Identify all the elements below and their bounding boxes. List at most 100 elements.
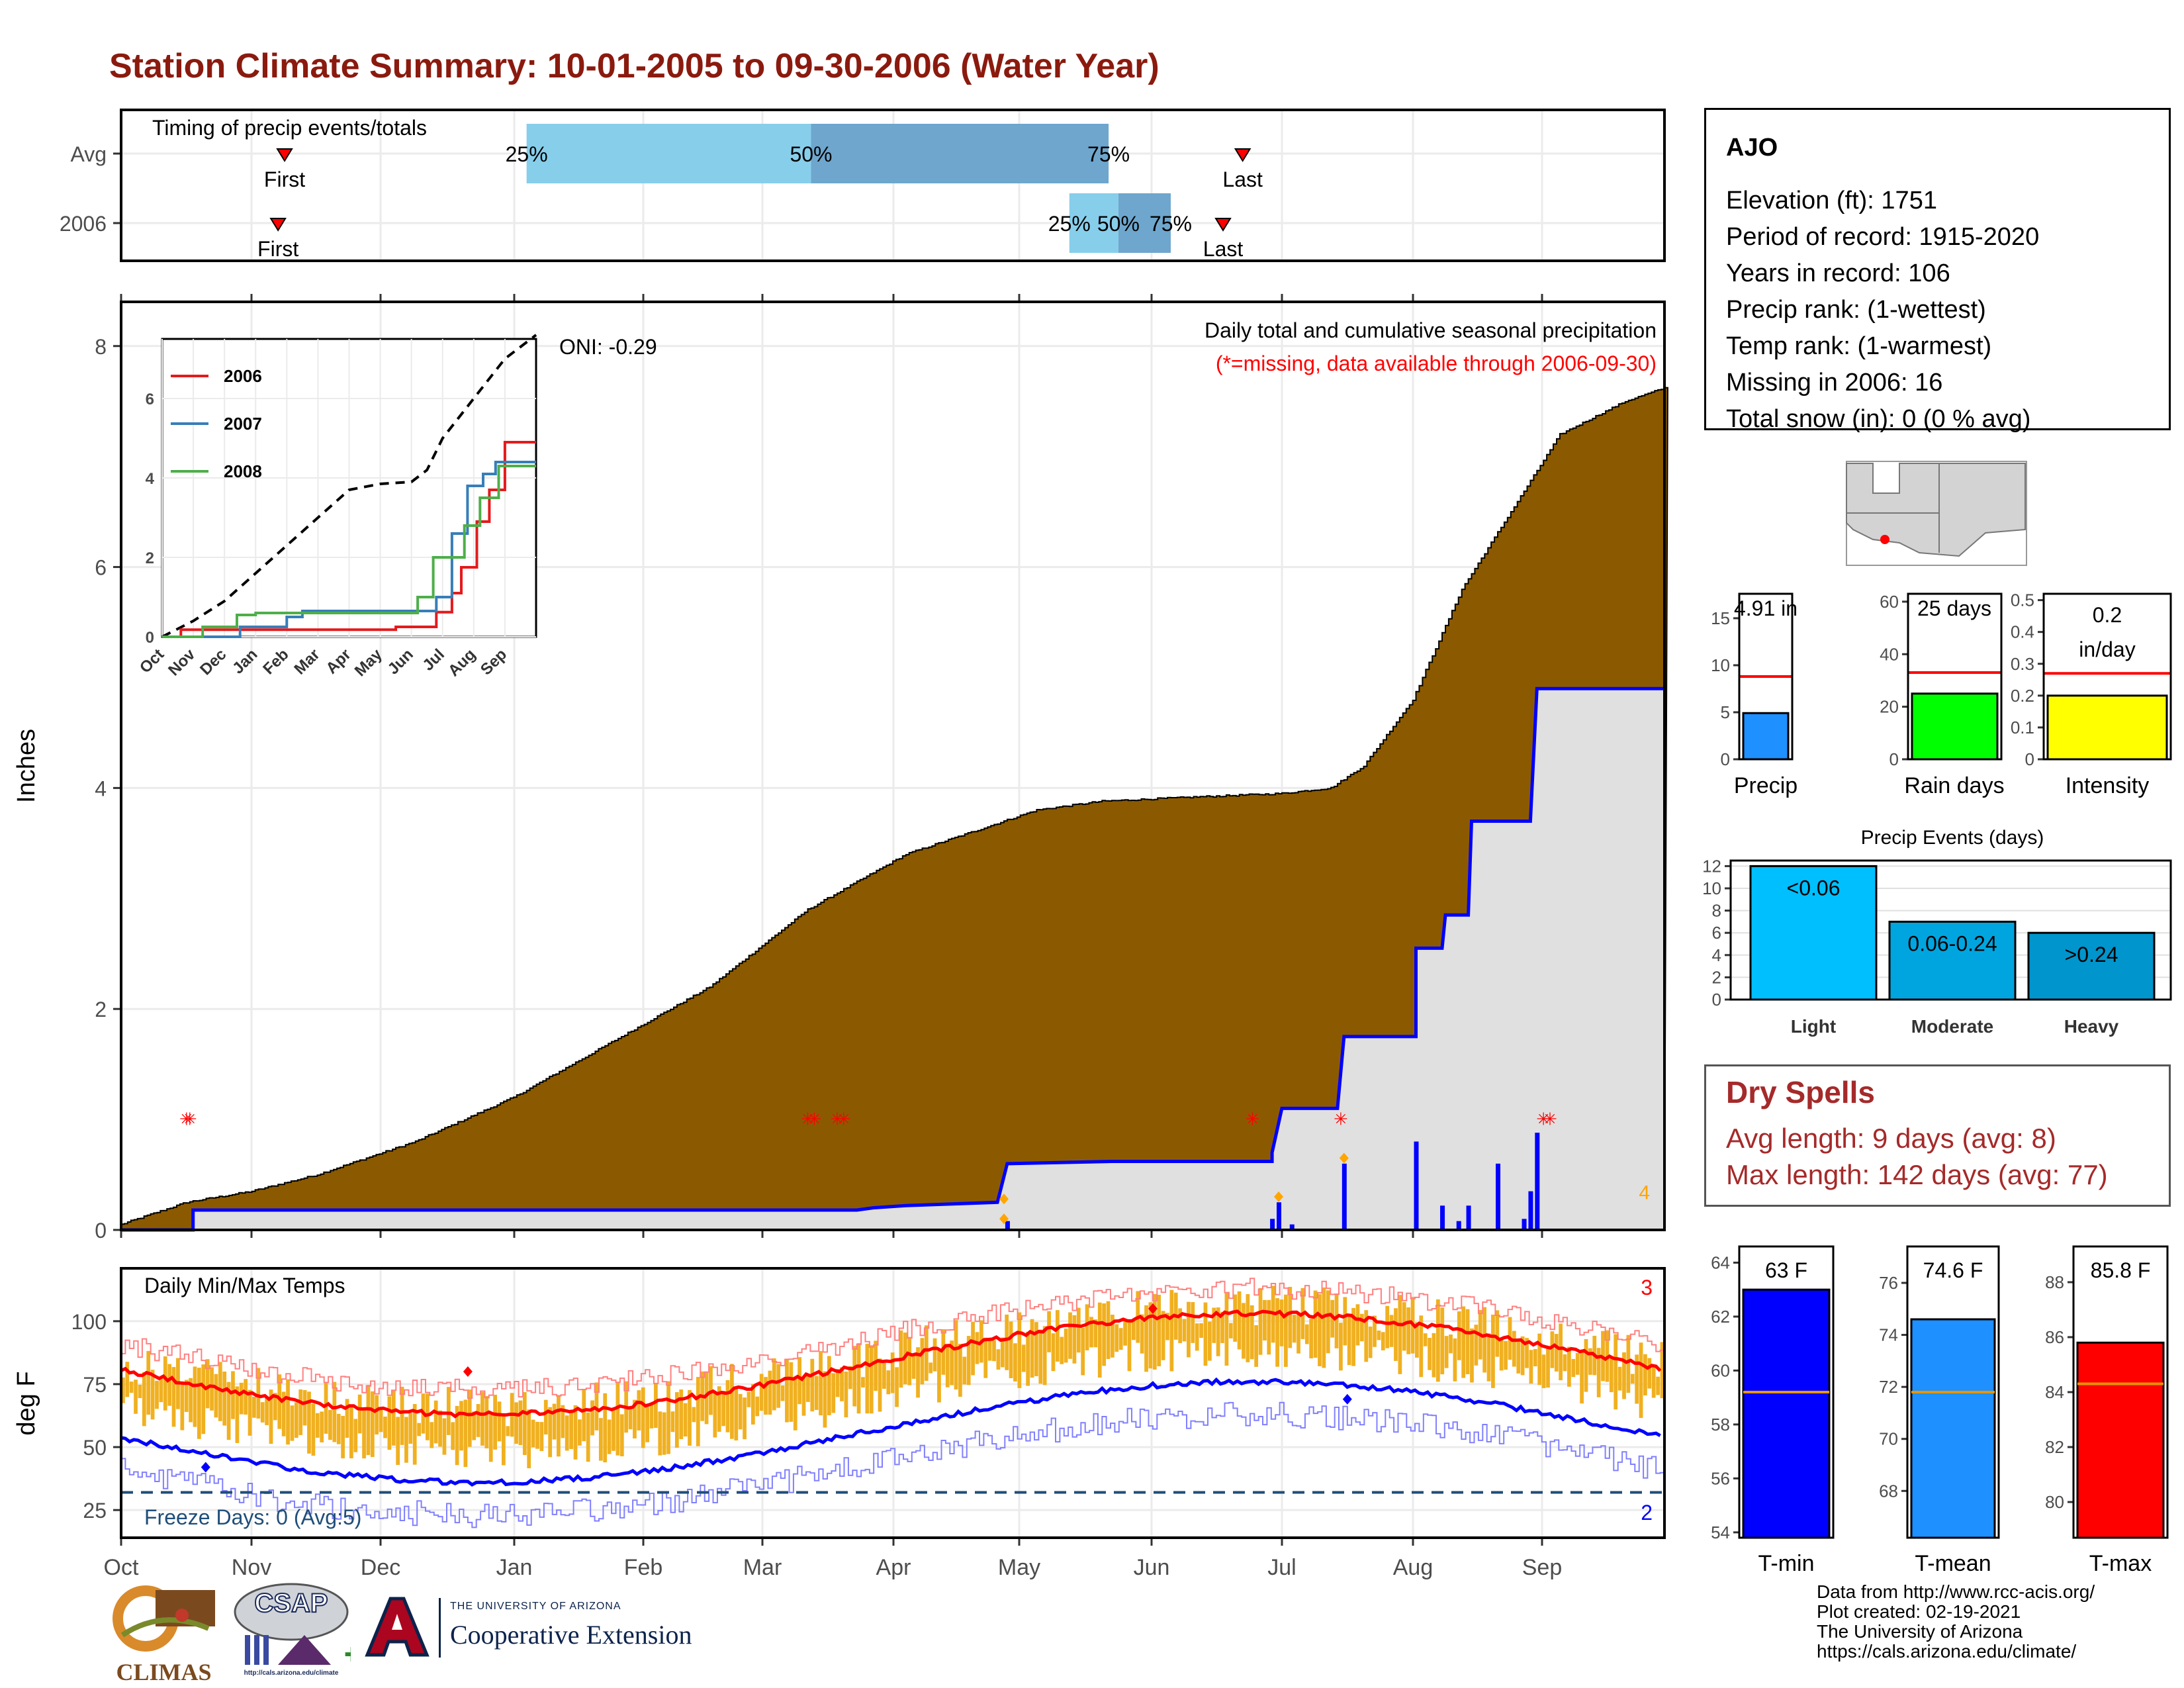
daily-temp-bar	[835, 1369, 840, 1397]
daily-temp-bar	[738, 1393, 743, 1430]
missing-day-marker: ✳	[837, 1109, 851, 1129]
daily-temp-bar	[1047, 1311, 1051, 1352]
daily-temp-bar	[983, 1337, 988, 1378]
daily-temp-bar	[645, 1407, 649, 1442]
daily-temp-bar	[865, 1344, 870, 1414]
daily-temp-bar	[1617, 1366, 1622, 1391]
daily-temp-bar	[1055, 1310, 1060, 1362]
daily-temp-bar	[755, 1396, 760, 1417]
daily-temp-bar	[1537, 1333, 1542, 1385]
daily-temp-bar	[878, 1358, 882, 1412]
daily-precip-bar	[1005, 1221, 1010, 1230]
daily-temp-bar	[1351, 1307, 1355, 1366]
daily-temp-bar	[1021, 1344, 1026, 1372]
timing-last-marker	[1214, 218, 1232, 232]
daily-temp-bar	[1563, 1354, 1567, 1372]
daily-temp-bar	[1639, 1342, 1643, 1419]
daily-temp-bar	[248, 1389, 252, 1436]
daily-temp-bar	[531, 1419, 535, 1448]
daily-temp-bar	[1504, 1340, 1508, 1370]
daily-temp-bar	[387, 1396, 392, 1450]
month-axis-label: Jan	[496, 1555, 533, 1580]
daily-temp-bar	[1651, 1367, 1656, 1398]
daily-temp-bar	[1178, 1308, 1183, 1343]
daily-temp-bar	[1089, 1317, 1093, 1348]
daily-temp-bar	[1499, 1339, 1504, 1371]
precip-panel-title: Daily total and cumulative seasonal prec…	[1205, 318, 1657, 342]
month-axis-label: Jul	[1267, 1555, 1296, 1580]
daily-temp-bar	[907, 1336, 912, 1385]
daily-temp-bar	[514, 1402, 518, 1444]
daily-temp-bar	[1161, 1311, 1165, 1360]
daily-temp-bar	[1081, 1327, 1085, 1376]
dry-spells-max: Max length: 142 days (avg: 77)	[1726, 1159, 2108, 1190]
daily-temp-bar	[628, 1407, 633, 1430]
ua-small-text: THE UNIVERSITY OF ARIZONA	[450, 1601, 621, 1612]
footer-plot-created: Plot created: 02-19-2021	[1817, 1601, 2021, 1622]
daily-temp-bar	[307, 1391, 311, 1454]
small-panel-value-unit: in/day	[2079, 637, 2135, 661]
temp-summary-ytick-label: 80	[2045, 1492, 2064, 1512]
missing-day-marker: ✳	[1536, 1109, 1551, 1129]
timing-panel-label: Timing of precip events/totals	[152, 116, 427, 140]
daily-temp-bar	[962, 1356, 967, 1385]
precip-ytick-label: 4	[95, 776, 107, 800]
daily-temp-bar	[1233, 1294, 1238, 1342]
small-panel-value-label: 4.91 in	[1734, 596, 1797, 620]
daily-temp-bar	[1013, 1343, 1017, 1382]
daily-temp-bar	[1432, 1333, 1436, 1378]
inset-series-line-2006	[162, 441, 536, 638]
daily-temp-bar	[442, 1418, 447, 1455]
daily-temp-bar	[134, 1380, 138, 1414]
daily-temp-bar	[1643, 1354, 1647, 1396]
daily-temp-bar	[1495, 1310, 1500, 1357]
csap-wordmark: CSAP	[253, 1588, 328, 1618]
daily-temp-bar	[1111, 1315, 1115, 1358]
events-bar-moderate	[1888, 920, 2017, 1001]
daily-temp-bar	[1381, 1332, 1385, 1350]
footer-url: https://cals.arizona.edu/climate/	[1817, 1641, 2077, 1662]
footer-credits: Data from http://www.rcc-acis.org/ Plot …	[1817, 1582, 2095, 1662]
daily-temp-bar	[341, 1415, 345, 1459]
daily-temp-bar	[586, 1412, 590, 1462]
daily-precip-bar	[1496, 1163, 1501, 1230]
daily-temp-bar	[929, 1362, 933, 1374]
temp-summary-t-max: 80 82 84 86 88 85.8 F T-max	[2045, 1245, 2169, 1576]
daily-temp-bar	[844, 1371, 848, 1418]
daily-temp-bar	[1512, 1331, 1516, 1367]
temp-summary-ytick-label: 82	[2045, 1437, 2064, 1457]
events-category-label: Heavy	[2064, 1016, 2119, 1037]
daily-temp-bar	[1330, 1299, 1335, 1338]
daily-temp-bar	[848, 1366, 852, 1389]
inset-legend-label: 2006	[224, 366, 262, 386]
daily-temp-bar	[924, 1325, 929, 1382]
daily-temp-bar	[1254, 1325, 1259, 1367]
daily-temp-bar	[252, 1397, 256, 1418]
timing-first-marker	[276, 148, 293, 162]
daily-temp-bar	[1017, 1312, 1022, 1388]
daily-temp-bar	[1571, 1358, 1576, 1378]
events-ytick-label: 10	[1702, 878, 1721, 898]
cumulative-2006-area	[121, 688, 1664, 1230]
daily-temp-bar	[1288, 1287, 1293, 1348]
daily-temp-bar	[971, 1321, 975, 1376]
daily-temp-bar	[197, 1368, 201, 1439]
daily-temp-bar	[362, 1409, 366, 1459]
events-panel-border	[1729, 859, 2172, 1001]
daily-temp-bar	[1182, 1319, 1187, 1342]
daily-temp-bar	[366, 1385, 371, 1456]
daily-temp-bar	[290, 1405, 295, 1441]
daily-temp-bar	[1292, 1315, 1297, 1343]
daily-temp-bar	[662, 1412, 666, 1455]
temp-summary-ytick-label: 68	[1879, 1481, 1898, 1501]
daily-temp-bar	[353, 1419, 358, 1452]
missing-day-marker: ✳	[1543, 1109, 1557, 1129]
page-title: Station Climate Summary: 10-01-2005 to 0…	[109, 47, 1160, 85]
events-bar-label: >0.24	[2065, 943, 2118, 966]
record-temp-diamond	[463, 1366, 473, 1377]
daily-temp-bar	[320, 1411, 324, 1442]
temps-top-count: 3	[1641, 1276, 1653, 1299]
daily-temp-bar	[315, 1413, 320, 1438]
